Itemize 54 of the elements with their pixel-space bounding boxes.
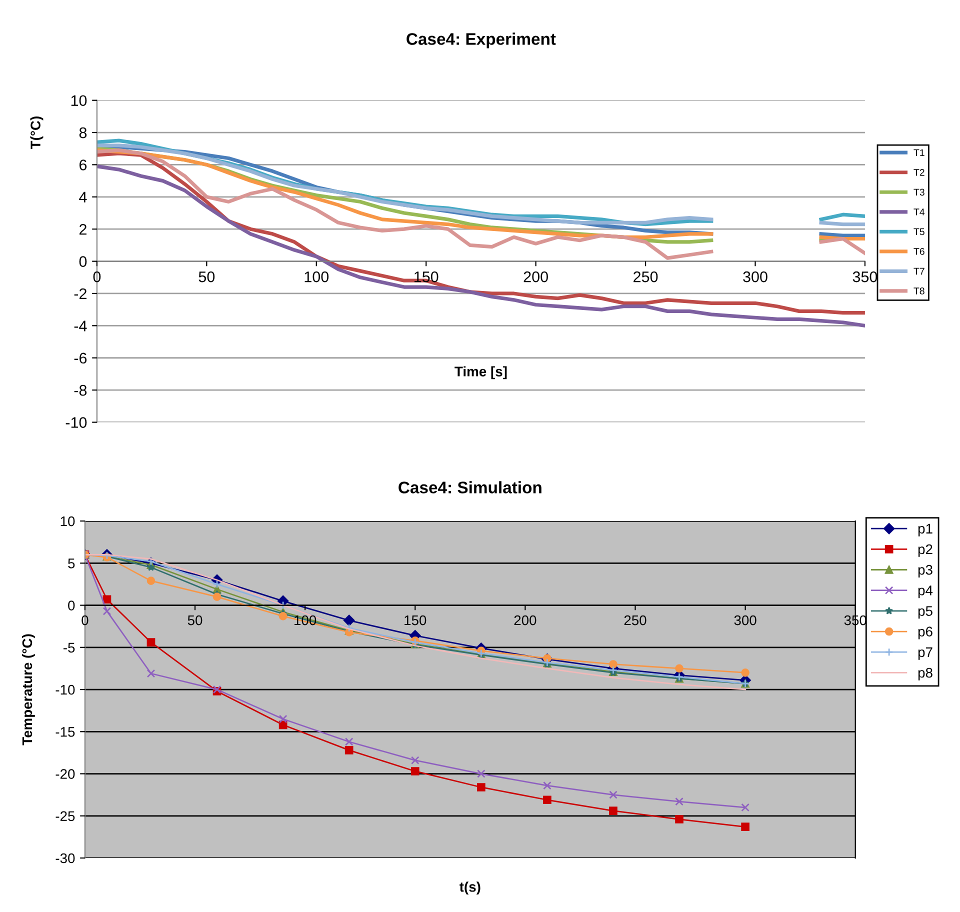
x-tick-label: 50 <box>188 615 202 626</box>
x-tick-label: 150 <box>404 615 426 626</box>
x-tick-label: 50 <box>198 271 215 282</box>
y-tick-label: 4 <box>79 192 87 202</box>
legend-label: p2 <box>918 544 932 557</box>
x-tick-label: 200 <box>514 615 536 626</box>
legend-label: T4 <box>914 208 925 216</box>
y-tick-label: 8 <box>79 127 87 138</box>
legend-label: T2 <box>914 168 924 176</box>
y-tick-label: -5 <box>64 642 75 653</box>
y-tick-label: 10 <box>71 95 87 106</box>
legend-label: p5 <box>918 606 932 619</box>
y-tick-label: -25 <box>56 811 75 822</box>
x-tick-label: 250 <box>624 615 646 626</box>
y-tick-label: 0 <box>79 256 87 267</box>
y-tick-label: -10 <box>66 417 87 428</box>
legend-label: T6 <box>914 248 924 255</box>
y-axis-title: Temperature (°C) <box>22 634 35 746</box>
legend-label: T3 <box>914 188 924 196</box>
y-tick-label: -30 <box>56 853 75 864</box>
legend-label: p4 <box>918 586 933 598</box>
x-tick-label: 0 <box>93 271 101 282</box>
x-tick-label: 300 <box>743 271 768 282</box>
y-tick-label: -4 <box>74 320 87 332</box>
x-tick-label: 250 <box>634 271 658 282</box>
x-axis-title: t(s) <box>460 882 480 895</box>
legend-label: T5 <box>914 228 924 236</box>
y-tick-label: 10 <box>60 516 75 526</box>
y-tick-label: 0 <box>68 600 75 610</box>
x-axis-title: Time [s] <box>454 366 507 380</box>
legend-label: T1 <box>914 149 924 156</box>
x-tick-label: 200 <box>524 271 548 282</box>
y-tick-label: -20 <box>56 769 75 779</box>
legend-label: p1 <box>918 524 932 536</box>
y-tick-label: 5 <box>68 558 75 568</box>
y-tick-label: -8 <box>74 384 87 396</box>
chart-title: Case4: Experiment <box>406 32 556 48</box>
y-tick-label: -10 <box>56 684 75 695</box>
legend-label: p6 <box>918 626 932 640</box>
legend-label: T7 <box>914 268 924 275</box>
y-tick-label: -15 <box>56 727 75 737</box>
legend-label: p3 <box>918 564 932 578</box>
y-tick-label: 6 <box>80 160 87 170</box>
y-tick-label: 2 <box>80 224 86 235</box>
x-tick-label: 100 <box>304 271 329 282</box>
legend-label: p7 <box>918 647 932 660</box>
legend-label: p8 <box>918 668 932 680</box>
x-tick-label: 300 <box>734 615 756 626</box>
x-tick-label: 350 <box>852 271 878 282</box>
y-tick-label: -2 <box>74 288 86 300</box>
y-axis-title: T(°C) <box>30 116 44 150</box>
chart-title: Case4: Simulation <box>398 481 542 494</box>
y-tick-label: -6 <box>74 352 87 364</box>
legend-label: T8 <box>914 288 924 294</box>
